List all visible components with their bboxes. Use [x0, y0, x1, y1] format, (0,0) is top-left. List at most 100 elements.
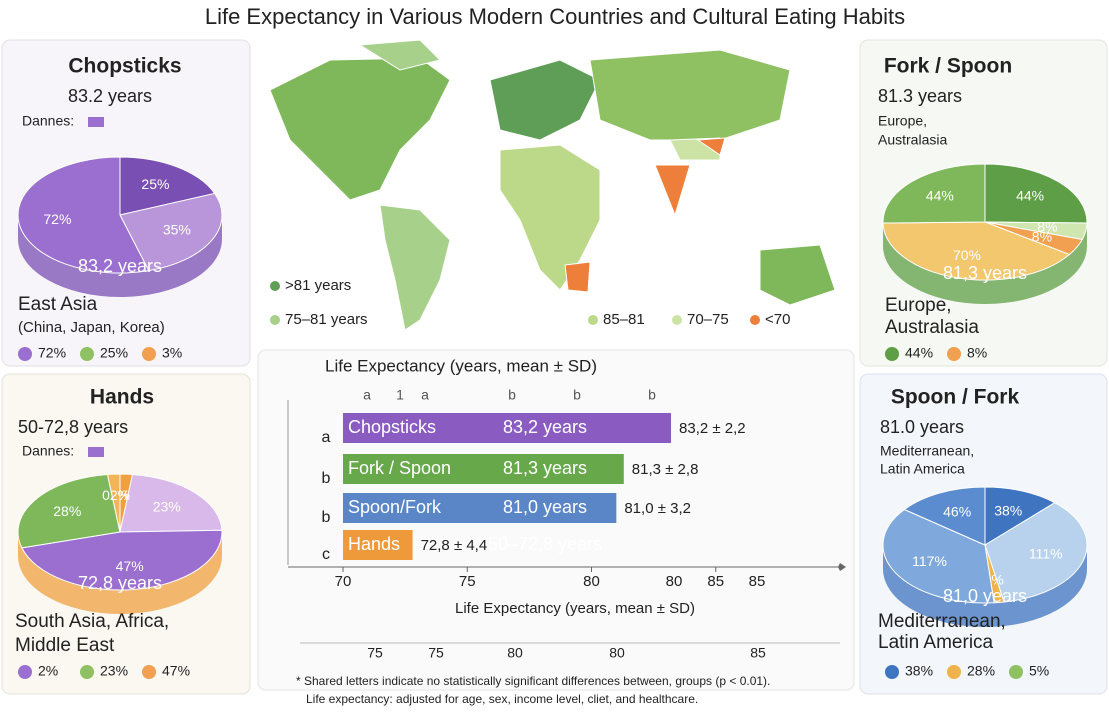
legend-dot	[142, 665, 156, 679]
panel-note: Dannes:	[22, 443, 74, 459]
error-label: 72,8 ± 4,4	[421, 537, 488, 554]
pie-slice	[984, 502, 1088, 603]
legend-dot	[885, 665, 899, 679]
region-name: South Asia, Africa,	[15, 611, 169, 632]
map-legend-dot	[672, 315, 682, 325]
legend-dot	[1009, 665, 1023, 679]
bar-category: Chopsticks	[348, 417, 436, 437]
group-letter: a	[322, 429, 331, 446]
x-tick-label: 85	[749, 573, 766, 590]
greenland	[358, 39, 441, 71]
pie-slice	[903, 486, 986, 546]
legend-label: 5%	[1029, 663, 1049, 679]
pie-slice	[984, 486, 1056, 546]
legend-label: 8%	[967, 345, 987, 361]
australia	[759, 244, 836, 306]
legend-label: 2%	[38, 663, 58, 679]
slice-label: 25%	[141, 176, 169, 192]
map-legend-label: 70–75	[687, 311, 729, 328]
pie-slice	[17, 156, 150, 274]
panel-subtitle: Europe,	[878, 113, 927, 129]
legend-dot	[142, 347, 156, 361]
pie-slice	[106, 473, 121, 533]
pie-slice	[119, 156, 216, 216]
panel-title: Spoon / Fork	[891, 386, 1020, 409]
footnote: Life expectancy: adjusted for age, sex, …	[306, 692, 698, 706]
error-label: 81,0 ± 3,2	[624, 500, 691, 517]
bar	[343, 413, 672, 443]
slice-label: 38%	[994, 502, 1022, 518]
map-legend-label: <70	[765, 311, 790, 328]
axis-arrow	[838, 563, 846, 571]
panel-subtitle: Australasia	[878, 132, 947, 148]
chart-title: Life Expectancy (years, mean ± SD)	[325, 356, 597, 375]
legend-dot	[885, 347, 899, 361]
region-name: Australasia	[885, 317, 979, 338]
legend-label: 25%	[100, 345, 128, 361]
slice-label: 72%	[43, 211, 71, 227]
slice-label: 02%	[102, 487, 130, 503]
map-legend-label: 85–81	[603, 311, 645, 328]
group-letter: b	[322, 509, 331, 526]
pie-center-label: 83,2 years	[78, 256, 162, 276]
top-letter: b	[648, 387, 656, 403]
slice-label: 28%	[53, 503, 81, 519]
legend-label: 3%	[162, 345, 182, 361]
pie-slice	[17, 473, 121, 549]
slice-label: 23%	[153, 498, 181, 514]
top-letter: b	[508, 387, 516, 403]
europe	[489, 59, 601, 141]
group-letter: b	[322, 470, 331, 487]
legend-label: 23%	[100, 663, 128, 679]
x-tick-label: 70	[335, 573, 352, 590]
bottom-scale-label: 80	[609, 645, 625, 661]
group-letter: c	[322, 546, 330, 563]
bar-value-label: 83,2 years	[503, 417, 587, 437]
note-swatch	[88, 447, 104, 457]
india	[654, 164, 691, 217]
top-letter: a	[421, 387, 429, 403]
region-name: Europe,	[885, 295, 952, 316]
pie-slice	[21, 529, 223, 591]
legend-dot	[947, 665, 961, 679]
footnote: * Shared letters indicate no statistical…	[296, 674, 770, 688]
south-africa	[564, 261, 591, 293]
panel-years: 81.0 years	[880, 417, 964, 437]
bar-value-label: 81,0 years	[503, 497, 587, 517]
panel-subtitle: Latin America	[880, 461, 965, 477]
bottom-scale-label: 75	[428, 645, 444, 661]
slice-label: 8%	[1032, 228, 1052, 244]
legend-label: 47%	[162, 663, 190, 679]
error-label: 81,3 ± 2,8	[632, 461, 699, 478]
bar-value-label: 81,3 years	[503, 458, 587, 478]
panel-years: 50-72,8 years	[18, 417, 128, 437]
bar-category: Fork / Spoon	[348, 458, 451, 478]
pie-slice	[119, 192, 223, 272]
region-name: Latin America	[878, 632, 994, 653]
slice-label: 111%	[1029, 546, 1063, 562]
legend-label: 44%	[905, 345, 933, 361]
bar	[343, 454, 624, 484]
slice-label: 46%	[943, 503, 971, 519]
map-legend-dot	[588, 315, 598, 325]
legend-dot	[18, 347, 32, 361]
legend-label: 38%	[905, 663, 933, 679]
panel-years: 81.3 years	[878, 86, 962, 106]
top-letter: 1	[396, 387, 404, 403]
slice-label: 44%	[926, 188, 954, 204]
top-letter: b	[573, 387, 581, 403]
bar-category: Hands	[348, 534, 400, 554]
asia	[589, 49, 791, 141]
note-swatch	[88, 117, 104, 127]
slice-label: 44%	[1016, 188, 1044, 204]
slice-label: 47%	[116, 558, 144, 574]
region-name: Mediterranean,	[878, 611, 1006, 632]
bottom-scale-label: 75	[367, 645, 383, 661]
panel-title: Hands	[90, 386, 154, 409]
legend-label: 28%	[967, 663, 995, 679]
pie-slice	[882, 163, 986, 224]
slice-label: 70%	[953, 247, 981, 263]
pie-slice	[984, 163, 1088, 224]
panel-title: Fork / Spoon	[884, 55, 1012, 78]
